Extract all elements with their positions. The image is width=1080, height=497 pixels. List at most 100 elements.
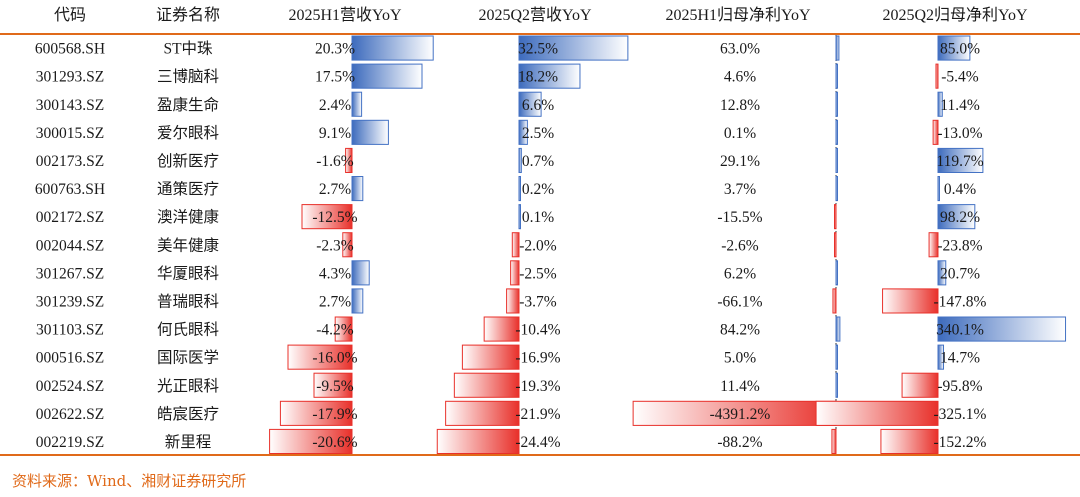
q2-revenue-yoy-bar (518, 147, 522, 173)
column-header-0: 代码 (54, 6, 86, 24)
h1-net-profit-yoy-label: -4391.2% (710, 406, 771, 423)
h1-revenue-yoy-label: -2.3% (316, 237, 354, 254)
q2-net-profit-yoy-bar (815, 400, 939, 426)
row-code: 002524.SZ (36, 378, 104, 395)
q2-revenue-yoy-label: 0.1% (522, 209, 554, 226)
row-code: 000516.SZ (36, 350, 104, 367)
q2-revenue-yoy-bar (511, 232, 520, 258)
q2-net-profit-yoy-label: -325.1% (934, 406, 987, 423)
q2-revenue-yoy-bar (445, 400, 520, 426)
q2-net-profit-yoy-label: 0.4% (944, 181, 976, 198)
q2-revenue-yoy-label: 0.2% (522, 181, 554, 198)
h1-revenue-yoy-label: -1.6% (316, 153, 354, 170)
h1-net-profit-yoy-bar (835, 316, 841, 342)
row-name: 新里程 (165, 433, 212, 451)
q2-revenue-yoy-bar (453, 372, 520, 398)
h1-net-profit-yoy-bar (835, 35, 840, 61)
h1-net-profit-yoy-label: 29.1% (720, 153, 760, 170)
h1-net-profit-yoy-label: 0.1% (724, 125, 756, 142)
q2-net-profit-yoy-label: -13.0% (937, 125, 982, 142)
h1-net-profit-yoy-label: 6.2% (724, 265, 756, 282)
q2-revenue-yoy-label: -10.4% (515, 322, 560, 339)
row-code: 002219.SZ (36, 434, 104, 451)
q2-net-profit-yoy-label: 20.7% (940, 265, 980, 282)
row-code: 002044.SZ (36, 237, 104, 254)
row-name: ST中珠 (163, 40, 213, 58)
h1-net-profit-yoy-bar (632, 400, 837, 426)
h1-net-profit-yoy-bar (835, 344, 838, 370)
h1-net-profit-yoy-bar (835, 176, 838, 202)
q2-net-profit-yoy-bar (937, 344, 945, 370)
h1-net-profit-yoy-label: 4.6% (724, 69, 756, 86)
q2-revenue-yoy-bar (510, 260, 520, 286)
row-name: 澳洋健康 (157, 208, 219, 226)
h1-net-profit-yoy-label: 84.2% (720, 322, 760, 339)
row-name: 何氏眼科 (157, 321, 219, 339)
h1-revenue-yoy-bar (351, 176, 364, 202)
q2-revenue-yoy-label: -16.9% (515, 350, 560, 367)
row-code: 002173.SZ (36, 153, 104, 170)
row-code: 300015.SZ (36, 125, 104, 142)
column-header-5: 2025Q2归母净利YoY (882, 6, 1028, 24)
q2-revenue-yoy-bar (518, 91, 542, 117)
h1-revenue-yoy-label: -17.9% (312, 406, 357, 423)
h1-revenue-yoy-label: 2.7% (319, 293, 351, 310)
q2-revenue-yoy-bar (518, 204, 521, 230)
h1-revenue-yoy-bar (313, 372, 353, 398)
h1-revenue-yoy-label: -16.0% (312, 350, 357, 367)
q2-net-profit-yoy-label: 85.0% (940, 41, 980, 58)
h1-net-profit-yoy-label: -88.2% (717, 434, 762, 451)
row-name: 创新医疗 (157, 152, 219, 170)
source-note: 资料来源：Wind、湘财证券研究所 (12, 472, 247, 490)
row-name: 三博脑科 (157, 68, 219, 86)
q2-revenue-yoy-label: 2.5% (522, 125, 554, 142)
h1-net-profit-yoy-bar (835, 147, 838, 173)
h1-net-profit-yoy-label: -66.1% (717, 293, 762, 310)
row-code: 301267.SZ (36, 265, 104, 282)
h1-revenue-yoy-label: 2.7% (319, 181, 351, 198)
column-header-2: 2025H1营收YoY (288, 6, 402, 24)
q2-net-profit-yoy-label: -5.4% (941, 69, 979, 86)
q2-revenue-yoy-bar (518, 119, 528, 145)
column-header-4: 2025H1归母净利YoY (665, 6, 811, 24)
h1-net-profit-yoy-label: 3.7% (724, 181, 756, 198)
q2-net-profit-yoy-bar (932, 119, 939, 145)
column-header-3: 2025Q2营收YoY (478, 6, 592, 24)
q2-revenue-yoy-label: -21.9% (515, 406, 560, 423)
h1-revenue-yoy-bar (279, 400, 353, 426)
h1-revenue-yoy-bar (287, 344, 353, 370)
q2-net-profit-yoy-bar (937, 176, 940, 202)
q2-net-profit-yoy-bar (935, 63, 939, 89)
row-name: 华厦眼科 (157, 264, 219, 282)
q2-revenue-yoy-bar (461, 344, 520, 370)
q2-revenue-yoy-label: -3.7% (519, 293, 557, 310)
q2-net-profit-yoy-bar (937, 91, 943, 117)
h1-revenue-yoy-label: 2.4% (319, 97, 351, 114)
row-code: 002172.SZ (36, 209, 104, 226)
h1-revenue-yoy-bar (351, 288, 364, 314)
h1-net-profit-yoy-bar (835, 91, 838, 117)
h1-revenue-yoy-label: 9.1% (319, 125, 351, 142)
q2-net-profit-yoy-label: -152.2% (934, 434, 987, 451)
h1-revenue-yoy-bar (269, 428, 353, 454)
h1-revenue-yoy-bar (351, 91, 363, 117)
h1-revenue-yoy-bar (351, 35, 434, 61)
q2-revenue-yoy-bar (518, 35, 629, 61)
q2-revenue-yoy-bar (436, 428, 520, 454)
q2-net-profit-yoy-label: 340.1% (936, 322, 984, 339)
q2-net-profit-yoy-bar (937, 35, 971, 61)
h1-revenue-yoy-bar (351, 260, 370, 286)
q2-net-profit-yoy-label: -147.8% (934, 293, 987, 310)
q2-revenue-yoy-label: 6.6% (522, 97, 554, 114)
row-name: 通策医疗 (157, 180, 219, 198)
q2-net-profit-yoy-label: 14.7% (940, 350, 980, 367)
h1-revenue-yoy-bar (345, 147, 353, 173)
h1-net-profit-yoy-bar (835, 260, 838, 286)
q2-revenue-yoy-label: -24.4% (515, 434, 560, 451)
q2-revenue-yoy-bar (483, 316, 520, 342)
h1-net-profit-yoy-bar (832, 288, 837, 314)
q2-net-profit-yoy-bar (882, 288, 939, 314)
h1-net-profit-yoy-label: 12.8% (720, 97, 760, 114)
q2-net-profit-yoy-bar (928, 232, 939, 258)
